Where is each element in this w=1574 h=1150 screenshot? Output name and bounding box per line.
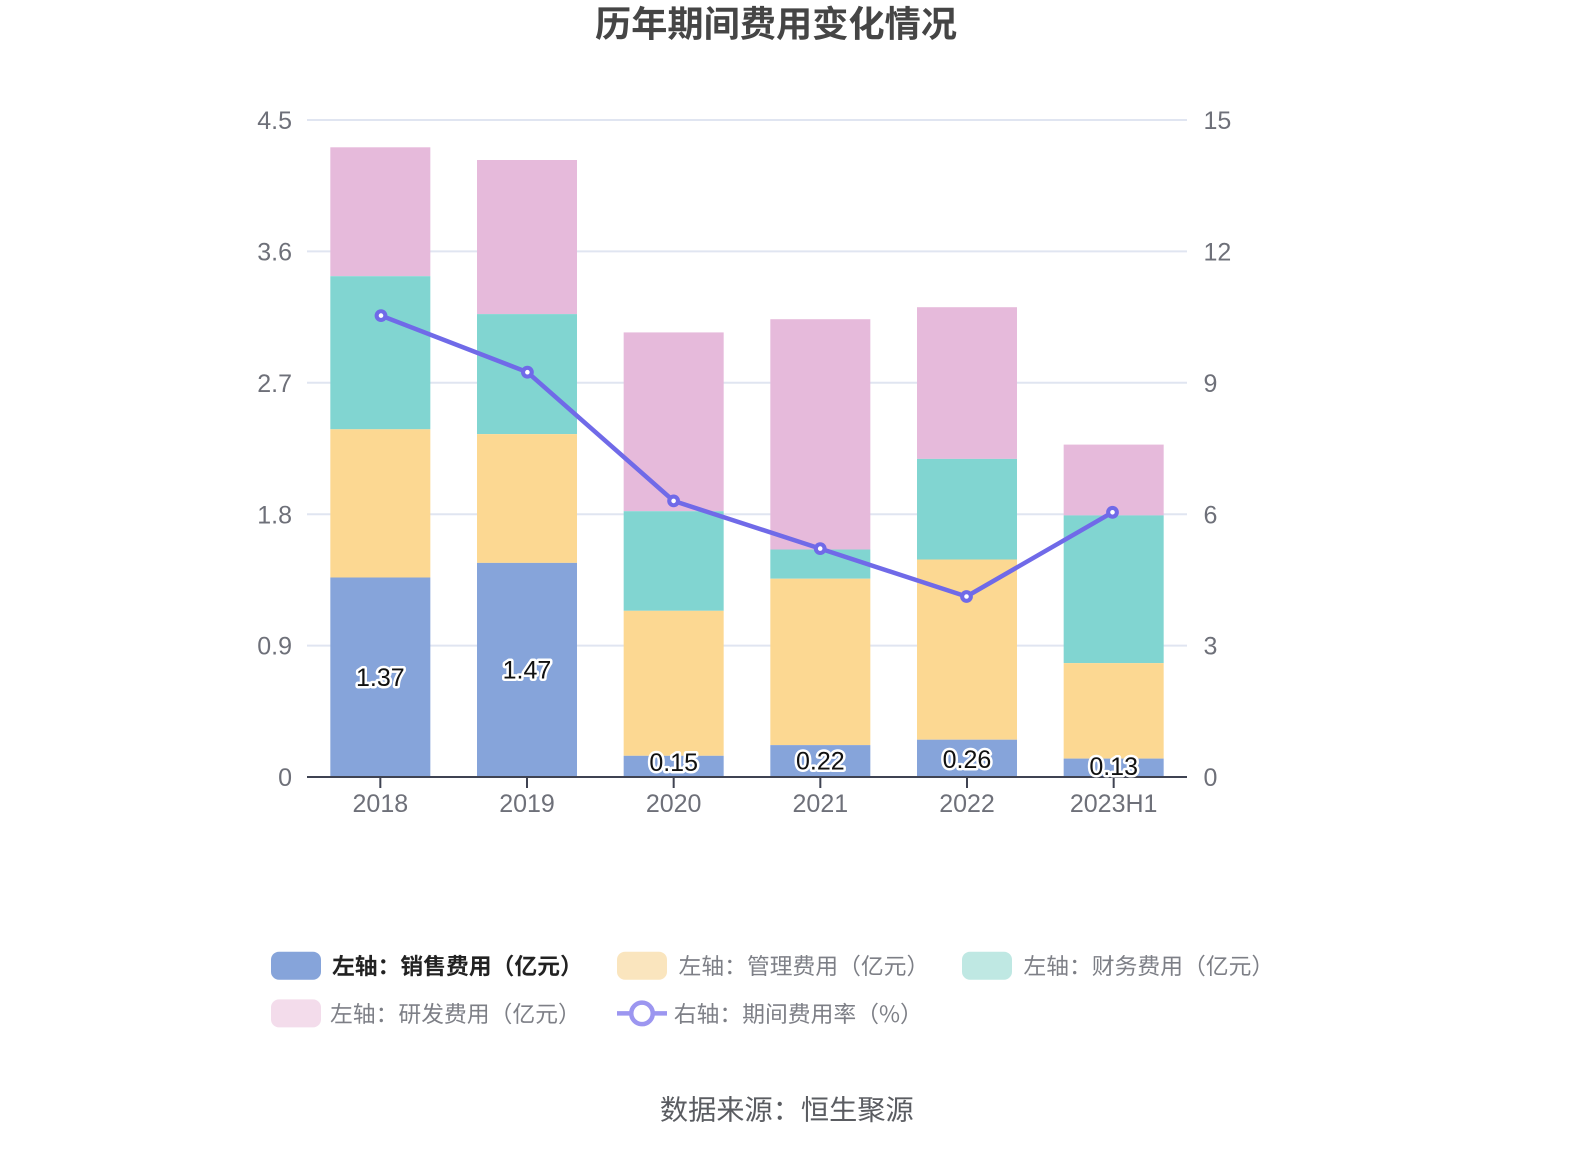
svg-text:3.6: 3.6	[257, 239, 292, 267]
svg-text:0: 0	[278, 764, 292, 792]
svg-text:0.15: 0.15	[649, 749, 698, 777]
svg-text:9: 9	[1204, 370, 1218, 398]
svg-text:0.26: 0.26	[943, 746, 992, 774]
svg-text:15: 15	[1204, 107, 1232, 135]
svg-text:6: 6	[1204, 501, 1218, 529]
svg-text:1.37: 1.37	[356, 664, 405, 692]
svg-text:2018: 2018	[353, 790, 409, 818]
svg-text:2022: 2022	[939, 790, 995, 818]
svg-text:2021: 2021	[793, 790, 849, 818]
svg-text:1.47: 1.47	[503, 657, 552, 685]
svg-text:2.7: 2.7	[257, 370, 292, 398]
svg-text:2023H1: 2023H1	[1070, 790, 1158, 818]
svg-text:0.13: 0.13	[1089, 753, 1138, 781]
svg-text:3: 3	[1204, 633, 1218, 661]
svg-text:4.5: 4.5	[257, 107, 292, 135]
svg-text:12: 12	[1204, 239, 1232, 267]
svg-text:2019: 2019	[499, 790, 555, 818]
svg-text:0.9: 0.9	[257, 633, 292, 661]
svg-text:0: 0	[1204, 764, 1218, 792]
svg-text:2020: 2020	[646, 790, 702, 818]
svg-text:1.8: 1.8	[257, 501, 292, 529]
svg-text:0.22: 0.22	[796, 748, 845, 776]
